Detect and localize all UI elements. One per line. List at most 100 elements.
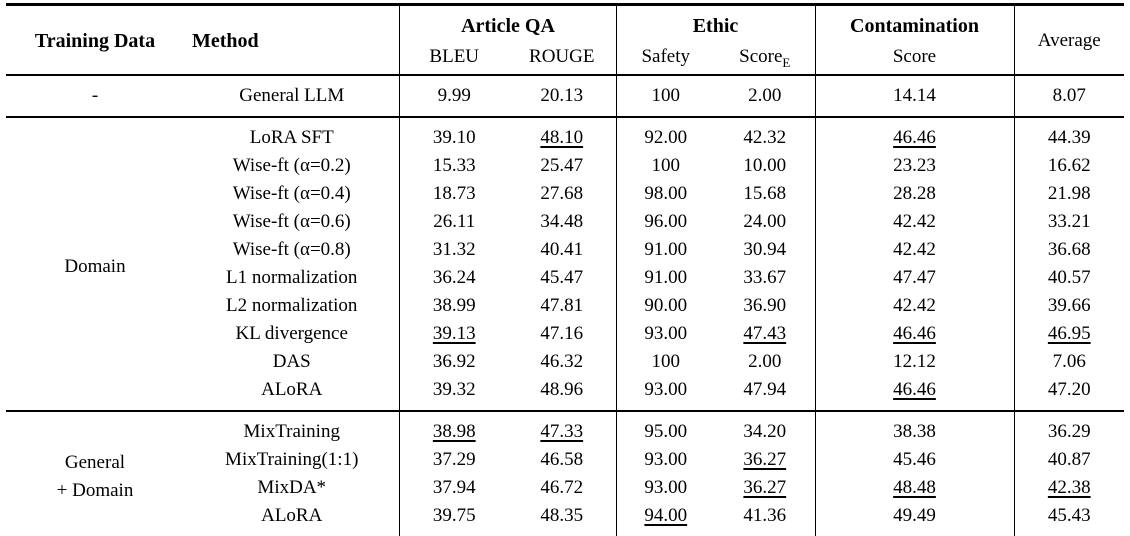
table-row: KL divergence 39.13 47.16 93.00 47.43 46.46 46… [6, 320, 1124, 348]
value-cell: 39.75 [399, 502, 508, 536]
value-cell: 46.95 [1013, 320, 1124, 348]
value-cell: 47.20 [1013, 376, 1124, 411]
value-cell: 100 [615, 74, 715, 117]
value-cell: 21.98 [1013, 180, 1124, 208]
col-header-contamination-score: Score [814, 43, 1014, 75]
value-cell: 7.06 [1013, 348, 1124, 376]
group-header-ethic: Ethic [615, 4, 815, 43]
table-row: ALoRA 39.75 48.35 94.00 41.36 49.49 45.43 [6, 502, 1124, 536]
value-cell: 12.12 [814, 348, 1014, 376]
method-cell: MixDA* [257, 477, 327, 498]
value-cell: 31.32 [399, 236, 508, 264]
table-row: Wise-ft (α=0.6) 26.11 34.48 96.00 24.00 42.42… [6, 208, 1124, 236]
value-cell: 47.94 [743, 379, 787, 400]
method-cell: KL divergence [235, 323, 348, 344]
method-cell: MixTraining [183, 410, 400, 446]
method-cell: Wise-ft (α=0.6) [232, 211, 351, 232]
method-cell: ALoRA [261, 505, 323, 526]
value-cell: 49.49 [814, 502, 1014, 536]
value-cell: 46.46 [814, 376, 1014, 411]
table-row: L2 normalization 38.99 47.81 90.00 36.90 42.4… [6, 292, 1124, 320]
table-body: - General LLM 9.99 20.13 100 2.00 14.14 8.07 Dom… [5, 74, 1124, 536]
value-cell: 38.98 [399, 410, 508, 446]
value-cell: 34.48 [540, 211, 584, 232]
value-cell: 48.48 [814, 474, 1014, 502]
value-cell: 93.00 [615, 376, 715, 411]
value-cell: 20.13 [507, 74, 616, 117]
value-cell: 39.13 [399, 320, 508, 348]
value-cell: 8.07 [1013, 74, 1124, 117]
value-cell: 93.00 [615, 320, 715, 348]
value-cell: 2.00 [715, 74, 815, 117]
value-cell: 95.00 [615, 410, 715, 446]
value-cell: 37.94 [399, 474, 508, 502]
value-cell: 40.87 [1013, 446, 1124, 474]
method-cell: L1 normalization [226, 267, 358, 288]
value-cell: 16.62 [1013, 152, 1124, 180]
value-cell: 47.43 [743, 323, 787, 344]
value-cell: 39.66 [1013, 292, 1124, 320]
table-row: Domain LoRA SFT 39.10 48.10 92.00 42.32 46.46 4… [5, 116, 1124, 411]
value-cell: 41.36 [743, 505, 787, 526]
value-cell: 42.42 [814, 208, 1014, 236]
col-header-safety: Safety [615, 43, 715, 75]
value-cell: 36.24 [399, 264, 508, 292]
value-cell: 10.00 [743, 155, 787, 176]
method-cell: General LLM [183, 74, 400, 117]
value-cell: 45.46 [814, 446, 1014, 474]
table-row: DAS 36.92 46.32 100 2.00 12.12 7.06 [6, 348, 1124, 376]
value-cell: 45.47 [540, 267, 584, 288]
value-cell: 46.58 [540, 449, 584, 470]
value-cell: 93.00 [615, 474, 715, 502]
value-cell: 36.27 [743, 477, 787, 498]
table-row: Wise-ft (α=0.8) 31.32 40.41 91.00 30.94 42.42… [6, 236, 1124, 264]
method-cell: Wise-ft (α=0.8) [232, 239, 351, 260]
value-cell: 91.00 [615, 236, 715, 264]
value-cell: 15.68 [743, 183, 787, 204]
value-cell: 36.92 [399, 348, 508, 376]
value-cell: 30.94 [743, 239, 787, 260]
value-cell: 14.14 [814, 74, 1014, 117]
value-cell: 42.38 [1013, 474, 1124, 502]
table-row: Wise-ft (α=0.4) 18.73 27.68 98.00 15.68 28.28… [6, 180, 1124, 208]
col-header-rouge: ROUGE [529, 46, 595, 67]
value-cell: 9.99 [399, 74, 508, 117]
results-table: Training Data Method Article QA Ethic Co… [5, 3, 1124, 536]
value-cell: 39.10 [399, 116, 508, 152]
score-e-subscript: E [782, 54, 791, 70]
value-cell: 25.47 [540, 155, 584, 176]
value-cell: 47.33 [507, 410, 616, 446]
table-row: ALoRA 39.32 48.96 93.00 47.94 46.46 47.20 [6, 376, 1124, 411]
value-cell: 15.33 [399, 152, 508, 180]
value-cell: 33.67 [743, 267, 787, 288]
value-cell: 36.90 [743, 295, 787, 316]
value-cell: 48.10 [507, 116, 616, 152]
method-cell: ALoRA [261, 379, 323, 400]
training-data-cell: General + Domain [5, 410, 184, 536]
value-cell: 46.72 [540, 477, 584, 498]
value-cell: 46.32 [540, 351, 584, 372]
value-cell: 36.27 [743, 449, 787, 470]
value-cell: 42.42 [814, 236, 1014, 264]
value-cell: 92.00 [615, 116, 715, 152]
value-cell: 100 [615, 348, 715, 376]
method-cell: LoRA SFT [183, 116, 400, 152]
value-cell: 26.11 [399, 208, 508, 236]
value-cell: 94.00 [615, 502, 715, 536]
score-e-base: Score [739, 46, 783, 67]
value-cell: 46.46 [814, 320, 1014, 348]
value-cell: 93.00 [615, 446, 715, 474]
value-cell: 39.32 [399, 376, 508, 411]
table-row: Wise-ft (α=0.2) 15.33 25.47 100 10.00 23.23 16… [6, 152, 1124, 180]
value-cell: 48.35 [540, 505, 584, 526]
col-header-bleu: BLEU [399, 43, 508, 75]
value-cell: 38.38 [814, 410, 1014, 446]
training-data-cell: - [5, 74, 184, 117]
table-row: - General LLM 9.99 20.13 100 2.00 14.14 8.07 [5, 74, 1124, 117]
col-header-average: Average [1013, 4, 1124, 75]
value-cell: 96.00 [615, 208, 715, 236]
value-cell: 46.46 [814, 116, 1014, 152]
value-cell: 36.29 [1013, 410, 1124, 446]
value-cell: 44.39 [1013, 116, 1124, 152]
